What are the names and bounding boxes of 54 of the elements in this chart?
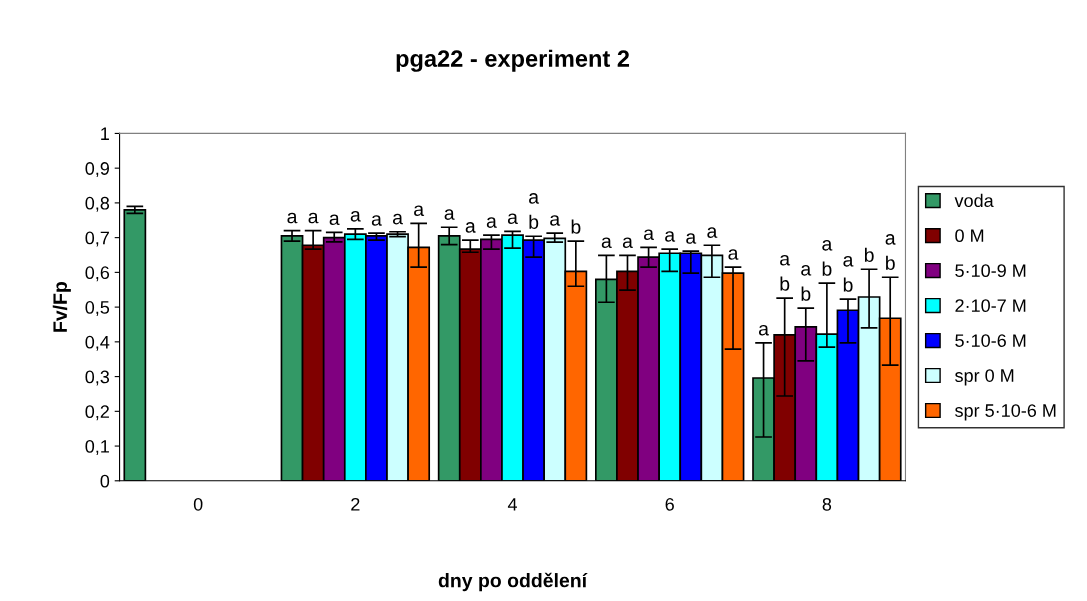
data-label: a b bbox=[780, 254, 791, 291]
legend-label: 5·10-9 M bbox=[955, 264, 1026, 278]
x-tick-label: 2 bbox=[351, 497, 360, 511]
x-tick-label: 4 bbox=[507, 498, 518, 511]
data-label: a bbox=[665, 231, 676, 242]
data-label: a b bbox=[801, 265, 812, 301]
data-label: a bbox=[465, 222, 476, 233]
data-label: a bbox=[507, 213, 518, 225]
legend-label: 2·10-7 M bbox=[955, 299, 1026, 313]
y-tick-label: 1 bbox=[101, 127, 109, 140]
data-label: a bbox=[329, 214, 340, 226]
data-label: a bbox=[486, 217, 497, 228]
data-label: a bbox=[444, 209, 455, 220]
y-tick-label: 0,6 bbox=[85, 266, 110, 282]
legend-label: spr 0 M bbox=[955, 369, 1014, 386]
data-label: a b bbox=[885, 234, 896, 270]
legend-label: voda bbox=[954, 193, 994, 208]
data-label: a bbox=[707, 227, 718, 238]
x-tick-label: 6 bbox=[665, 497, 674, 511]
data-label: a bbox=[308, 212, 319, 224]
data-label: a bbox=[287, 212, 298, 224]
chart-title: pga22 - experiment 2 bbox=[396, 49, 630, 72]
data-label: a b bbox=[822, 240, 833, 276]
legend-label: 0 M bbox=[955, 229, 984, 243]
data-label: a bbox=[392, 213, 403, 225]
y-tick-label: 0,3 bbox=[85, 370, 110, 386]
y-tick-label: 0,2 bbox=[85, 405, 109, 421]
data-label: a bbox=[350, 210, 361, 222]
data-label: a bbox=[686, 233, 697, 244]
y-axis-title: Fv/Fp bbox=[52, 281, 71, 332]
legend-label: 5·10-6 M bbox=[955, 334, 1026, 347]
data-label: a b bbox=[529, 193, 540, 229]
data-label: a b bbox=[843, 255, 854, 292]
x-axis-title: dny po oddělení bbox=[438, 572, 588, 592]
data-label: b bbox=[864, 247, 874, 262]
data-label: a bbox=[601, 237, 612, 249]
y-tick-label: 0,7 bbox=[85, 231, 109, 247]
y-tick-label: 0,5 bbox=[85, 301, 110, 316]
y-tick-label: 0,4 bbox=[85, 335, 110, 351]
y-tick-label: 0,9 bbox=[85, 162, 109, 178]
data-label: a bbox=[414, 205, 425, 217]
legend-label: spr 5·10-6 M bbox=[955, 404, 1056, 421]
data-label: a bbox=[622, 237, 633, 249]
y-tick-label: 0,8 bbox=[85, 196, 110, 212]
y-tick-label: 0,1 bbox=[85, 440, 109, 455]
data-label: a bbox=[371, 215, 382, 226]
y-tick-label: 0 bbox=[100, 474, 110, 488]
data-label: b bbox=[571, 219, 581, 234]
data-label: a bbox=[728, 249, 739, 260]
data-label: a bbox=[550, 215, 561, 226]
data-label: a bbox=[644, 229, 654, 241]
x-tick-label: 8 bbox=[822, 497, 832, 511]
x-tick-label: 0 bbox=[193, 497, 203, 511]
data-label: a bbox=[758, 324, 769, 336]
